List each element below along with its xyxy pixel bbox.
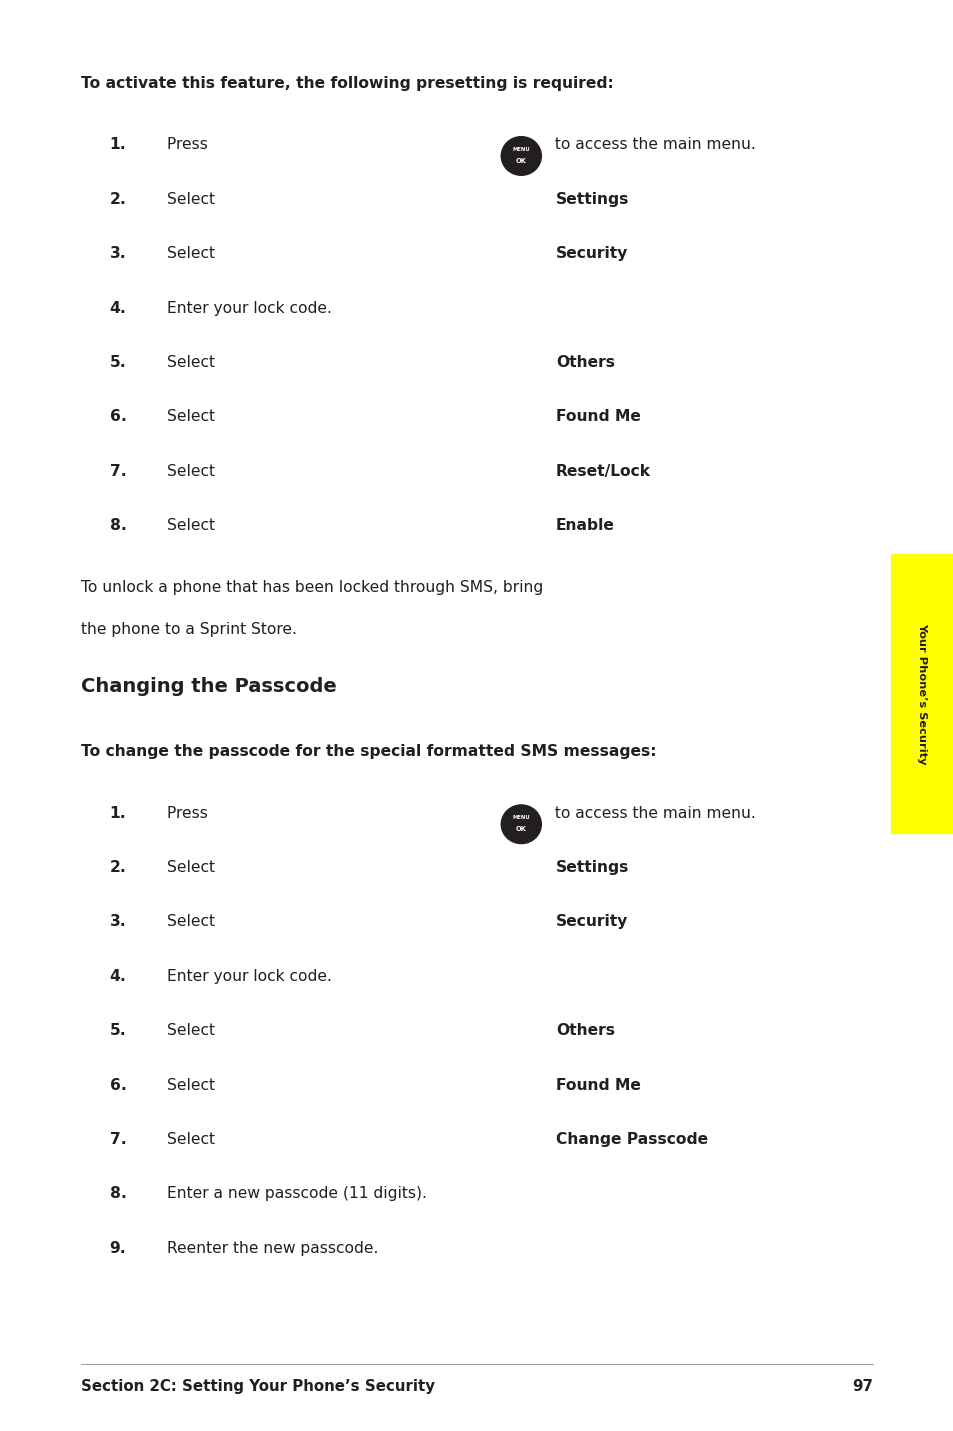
Text: Settings: Settings — [556, 860, 629, 874]
Text: 1.: 1. — [110, 806, 127, 820]
Text: 2.: 2. — [110, 192, 127, 206]
Text: 5.: 5. — [110, 355, 127, 369]
Text: Select: Select — [167, 518, 219, 532]
Text: Press: Press — [167, 806, 213, 820]
Text: Enable: Enable — [556, 518, 614, 532]
Text: Enter your lock code.: Enter your lock code. — [167, 969, 332, 983]
Text: 6.: 6. — [110, 1078, 127, 1092]
Text: 3.: 3. — [110, 246, 127, 260]
Text: 9.: 9. — [110, 1241, 127, 1255]
Ellipse shape — [500, 806, 540, 844]
Ellipse shape — [500, 137, 540, 176]
Text: 8.: 8. — [110, 1186, 127, 1201]
Text: 4.: 4. — [110, 969, 127, 983]
Text: Enter a new passcode (11 digits).: Enter a new passcode (11 digits). — [167, 1186, 426, 1201]
Text: to access the main menu.: to access the main menu. — [549, 137, 755, 152]
Text: Section 2C: Setting Your Phone’s Security: Section 2C: Setting Your Phone’s Securit… — [81, 1379, 435, 1394]
Text: Enter your lock code.: Enter your lock code. — [167, 301, 332, 315]
Text: MENU: MENU — [512, 146, 530, 152]
Text: 7.: 7. — [110, 464, 127, 478]
Text: Settings: Settings — [556, 192, 629, 206]
Text: Select: Select — [167, 1023, 219, 1037]
Text: Press: Press — [167, 137, 213, 152]
Text: OK: OK — [516, 826, 526, 831]
Text: 7.: 7. — [110, 1132, 127, 1146]
Text: 3.: 3. — [110, 914, 127, 929]
Text: Security: Security — [556, 246, 628, 260]
Text: Select: Select — [167, 914, 219, 929]
Text: Select: Select — [167, 355, 219, 369]
Text: Others: Others — [556, 1023, 615, 1037]
Text: Your Phone’s Security: Your Phone’s Security — [917, 622, 926, 764]
Text: 8.: 8. — [110, 518, 127, 532]
Text: To unlock a phone that has been locked through SMS, bring: To unlock a phone that has been locked t… — [81, 580, 543, 594]
Text: To change the passcode for the special formatted SMS messages:: To change the passcode for the special f… — [81, 744, 656, 758]
Text: Security: Security — [556, 914, 628, 929]
Text: Select: Select — [167, 464, 219, 478]
Text: 1.: 1. — [110, 137, 127, 152]
Text: 97: 97 — [851, 1379, 872, 1394]
Text: to access the main menu.: to access the main menu. — [549, 806, 755, 820]
Text: the phone to a Sprint Store.: the phone to a Sprint Store. — [81, 622, 296, 637]
Text: Others: Others — [556, 355, 615, 369]
Text: 5.: 5. — [110, 1023, 127, 1037]
Text: Reenter the new passcode.: Reenter the new passcode. — [167, 1241, 378, 1255]
Text: Reset/Lock: Reset/Lock — [556, 464, 650, 478]
Text: Select: Select — [167, 192, 219, 206]
Text: Changing the Passcode: Changing the Passcode — [81, 677, 336, 695]
Text: OK: OK — [516, 157, 526, 163]
Text: 2.: 2. — [110, 860, 127, 874]
Text: 6.: 6. — [110, 409, 127, 424]
Text: 4.: 4. — [110, 301, 127, 315]
Text: Found Me: Found Me — [556, 409, 640, 424]
Text: Change Passcode: Change Passcode — [556, 1132, 707, 1146]
Text: Select: Select — [167, 1078, 219, 1092]
Text: Select: Select — [167, 860, 219, 874]
FancyBboxPatch shape — [890, 554, 953, 833]
Text: Select: Select — [167, 409, 219, 424]
Text: To activate this feature, the following presetting is required:: To activate this feature, the following … — [81, 76, 613, 90]
Text: MENU: MENU — [512, 814, 530, 820]
Text: Found Me: Found Me — [556, 1078, 640, 1092]
Text: Select: Select — [167, 246, 219, 260]
Text: Select: Select — [167, 1132, 219, 1146]
